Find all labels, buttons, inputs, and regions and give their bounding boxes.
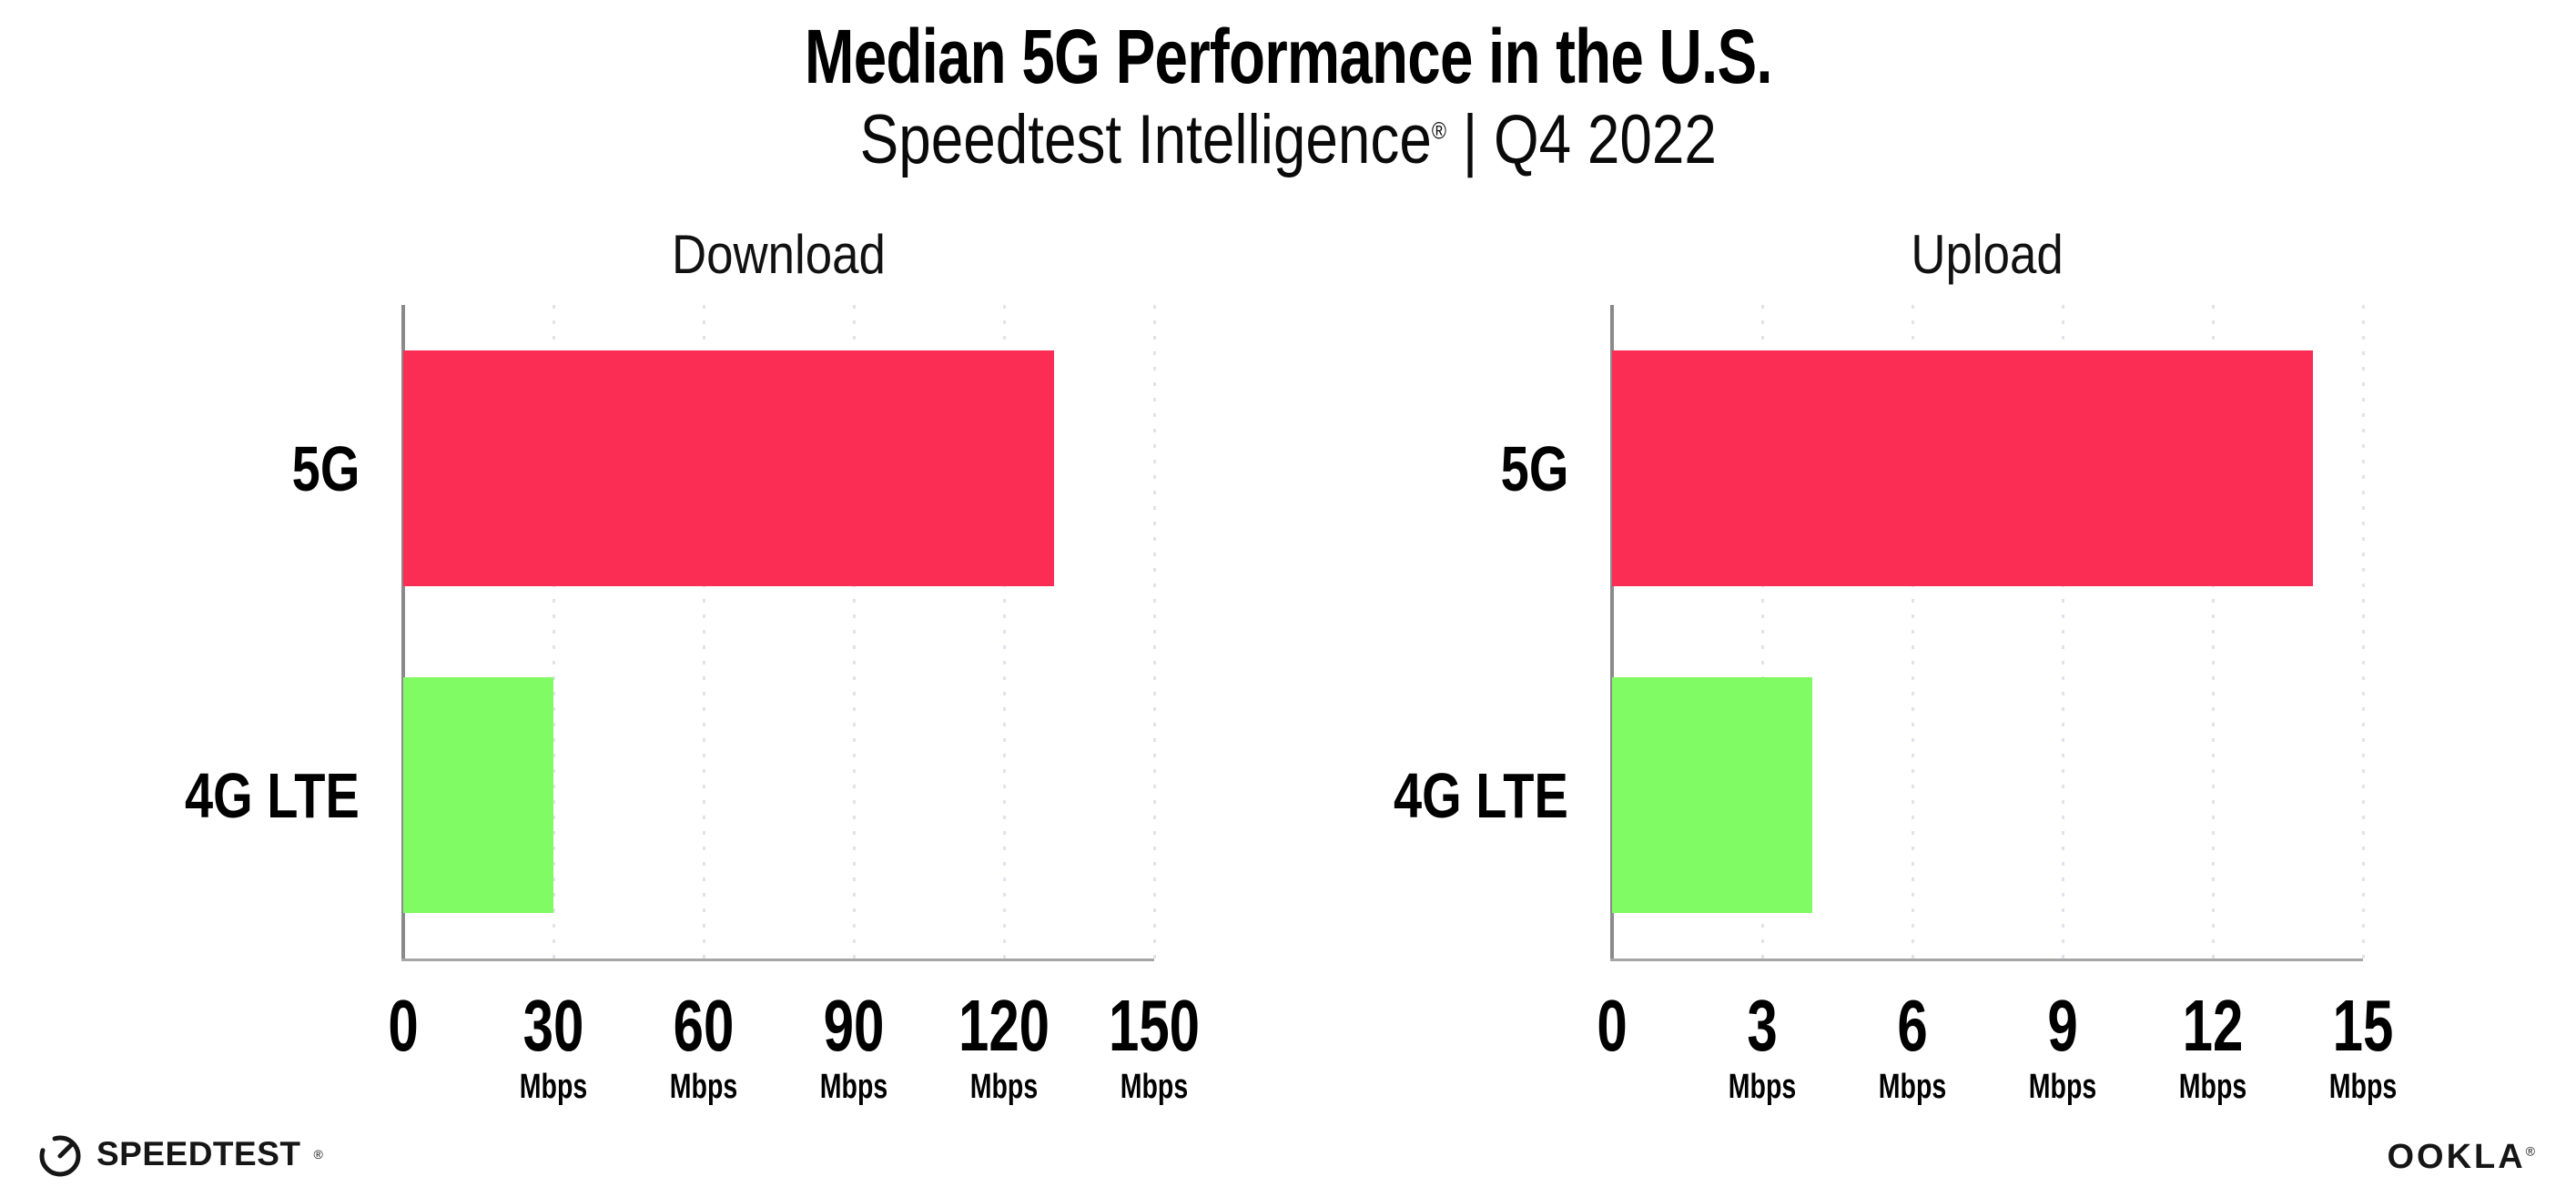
bar-4g-lte bbox=[403, 676, 553, 914]
mbps-unit-label: Mbps bbox=[969, 1068, 1039, 1106]
mbps-unit-label: Mbps bbox=[519, 1068, 588, 1106]
tick-number: 9 bbox=[2047, 985, 2078, 1066]
x-tick-label-60: 60 Mbps bbox=[669, 985, 738, 1106]
chart-title-download: Download bbox=[672, 224, 886, 285]
gridline-6 bbox=[1911, 305, 1914, 959]
x-tick-label-0: 0 bbox=[1597, 989, 1627, 1062]
tick-number: 12 bbox=[2182, 985, 2244, 1066]
speedtest-registered-mark: ® bbox=[313, 1147, 323, 1161]
x-tick-label-150: 150 Mbps bbox=[1108, 985, 1201, 1106]
gridline-12 bbox=[2211, 305, 2215, 959]
chart-download: Download 5G 4G LTE 0 30 Mbps 60 Mbps 90 Mbps 120 M… bbox=[185, 223, 1200, 1142]
x-axis-line bbox=[1610, 959, 2363, 961]
tick-number: 120 bbox=[958, 985, 1050, 1066]
x-tick-label-30: 30 Mbps bbox=[519, 985, 588, 1106]
tick-number: 150 bbox=[1108, 985, 1201, 1066]
tick-number: 90 bbox=[823, 985, 885, 1066]
bar-4g-lte bbox=[1612, 676, 1812, 914]
gridline-150 bbox=[1152, 305, 1156, 959]
mbps-unit-label: Mbps bbox=[1120, 1068, 1189, 1106]
category-label-4g-lte: 4G LTE bbox=[185, 759, 360, 831]
tick-number: 15 bbox=[2332, 985, 2394, 1066]
gridline-60 bbox=[702, 305, 705, 959]
bar-5g bbox=[403, 350, 1054, 587]
gridline-9 bbox=[2061, 305, 2064, 959]
gridline-15 bbox=[2361, 305, 2365, 959]
x-tick-label-90: 90 Mbps bbox=[819, 985, 888, 1106]
subtitle-period: | Q4 2022 bbox=[1445, 101, 1717, 178]
mbps-unit-label: Mbps bbox=[2328, 1068, 2398, 1106]
category-label-5g: 5G bbox=[291, 432, 360, 504]
tick-number: 60 bbox=[673, 985, 735, 1066]
x-tick-label-12: 12 Mbps bbox=[2178, 985, 2247, 1106]
x-axis-line bbox=[401, 959, 1154, 961]
mbps-unit-label: Mbps bbox=[1878, 1068, 1947, 1106]
gridline-120 bbox=[1002, 305, 1006, 959]
x-tick-label-9: 9 Mbps bbox=[2028, 985, 2097, 1106]
category-label-4g-lte: 4G LTE bbox=[1394, 759, 1568, 831]
x-tick-label-15: 15 Mbps bbox=[2328, 985, 2398, 1106]
bar-5g bbox=[1612, 350, 2313, 587]
subtitle-brand: Speedtest Intelligence bbox=[859, 101, 1432, 178]
registered-mark: ® bbox=[1431, 117, 1446, 145]
y-axis-line bbox=[1610, 305, 1614, 959]
x-tick-label-0: 0 bbox=[388, 989, 418, 1062]
mbps-unit-label: Mbps bbox=[819, 1068, 888, 1106]
chart-title-upload: Upload bbox=[1911, 224, 2064, 285]
chart-upload: Upload 5G 4G LTE 0 3 Mbps 6 Mbps 9 Mbps 12 Mbps 15 M… bbox=[1394, 223, 2397, 1142]
tick-number: 30 bbox=[522, 985, 584, 1066]
gridline-3 bbox=[1760, 305, 1764, 959]
tick-number: 6 bbox=[1897, 985, 1928, 1066]
ookla-wordmark: OOKLA bbox=[2387, 1138, 2526, 1176]
ookla-registered-mark: ® bbox=[2525, 1143, 2538, 1159]
speedtest-gauge-icon bbox=[36, 1131, 84, 1178]
speedtest-wordmark: SPEEDTEST bbox=[96, 1135, 301, 1172]
gridline-90 bbox=[852, 305, 856, 959]
page-subtitle: Speedtest Intelligence® | Q4 2022 bbox=[0, 100, 2576, 179]
y-axis-line bbox=[401, 305, 405, 959]
mbps-unit-label: Mbps bbox=[2178, 1068, 2247, 1106]
mbps-unit-label: Mbps bbox=[1728, 1068, 1797, 1106]
tick-number: 3 bbox=[1747, 985, 1778, 1066]
x-tick-label-6: 6 Mbps bbox=[1878, 985, 1947, 1106]
speedtest-logo: SPEEDTEST ® bbox=[36, 1131, 323, 1178]
plot-area-upload: 5G 4G LTE 0 3 Mbps 6 Mbps 9 Mbps 12 Mbps 15 Mbps bbox=[1394, 305, 2397, 1104]
page-title: Median 5G Performance in the U.S. bbox=[804, 14, 1773, 99]
ookla-logo: OOKLA® bbox=[2387, 1138, 2538, 1177]
mbps-unit-label: Mbps bbox=[2028, 1068, 2097, 1106]
tick-number: 0 bbox=[1597, 985, 1628, 1066]
x-tick-label-3: 3 Mbps bbox=[1728, 985, 1797, 1106]
gridline-30 bbox=[552, 305, 555, 959]
x-tick-label-120: 120 Mbps bbox=[958, 985, 1050, 1106]
category-label-5g: 5G bbox=[1500, 432, 1568, 504]
mbps-unit-label: Mbps bbox=[669, 1068, 738, 1106]
tick-number: 0 bbox=[388, 985, 419, 1066]
plot-area-download: 5G 4G LTE 0 30 Mbps 60 Mbps 90 Mbps 120 Mbps 150 Mbp… bbox=[185, 305, 1200, 1104]
